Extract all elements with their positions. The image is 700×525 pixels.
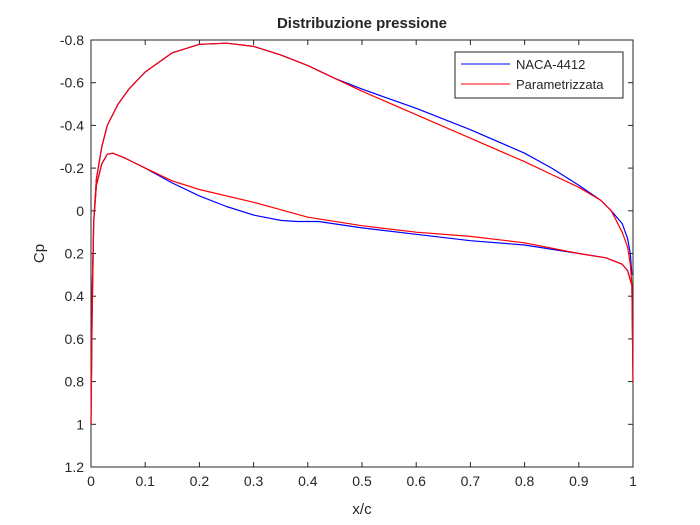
y-tick-label: -0.2 (60, 160, 84, 176)
y-tick-label: 0.6 (65, 331, 85, 347)
series-line-parametrizzata (90, 42, 634, 425)
y-tick-label: 1.2 (65, 459, 85, 475)
x-tick-label: 0.2 (190, 473, 210, 489)
x-tick-label: 0 (87, 473, 95, 489)
legend-box (454, 51, 624, 99)
x-tick-label: 0.6 (406, 473, 426, 489)
legend: NACA-4412 Parametrizzata (454, 51, 624, 99)
chart-title: Distribuzione pressione (277, 15, 447, 32)
axis-ticks: 0 0.1 0.2 0.3 0.4 0.5 0.6 0.7 0.8 0.9 1 -0.8 -0.6 -0.… (60, 32, 637, 489)
y-axis-label: Cp (31, 244, 48, 263)
y-tick-label: 1 (76, 416, 84, 432)
y-tick-label: 0 (76, 203, 84, 219)
y-tick-label: 0.8 (65, 374, 85, 390)
x-tick-label: 1 (629, 473, 637, 489)
legend-label-parametrizzata: Parametrizzata (516, 77, 604, 92)
x-tick-label: 0.8 (515, 473, 535, 489)
x-axis-label: x/c (352, 501, 372, 518)
y-tick-label: -0.6 (60, 75, 84, 91)
x-tick-label: 0.5 (352, 473, 372, 489)
y-tick-label: -0.4 (60, 117, 84, 133)
y-tick-label: -0.8 (60, 32, 84, 48)
x-tick-label: 0.4 (298, 473, 318, 489)
x-tick-label: 0.3 (244, 473, 264, 489)
x-tick-label: 0.1 (135, 473, 155, 489)
y-tick-label: 0.2 (65, 246, 85, 262)
series-lines (90, 42, 634, 425)
y-tick-label: 0.4 (65, 288, 85, 304)
legend-label-naca-4412: NACA-4412 (516, 57, 585, 72)
x-tick-label: 0.9 (569, 473, 589, 489)
x-tick-label: 0.7 (461, 473, 481, 489)
axes-frame (90, 39, 634, 468)
